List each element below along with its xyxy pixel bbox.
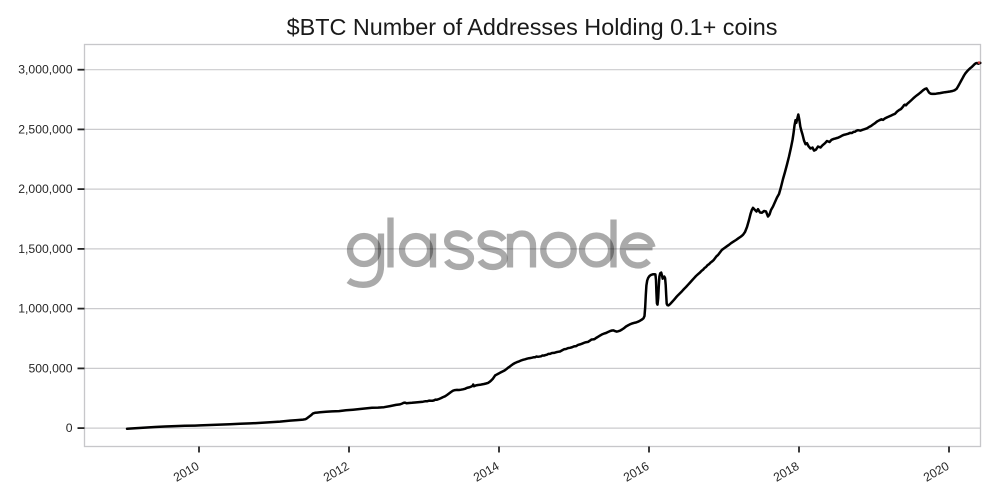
svg-text:1,500,000: 1,500,000 xyxy=(18,242,72,256)
svg-text:3,000,000: 3,000,000 xyxy=(18,63,72,77)
svg-text:1,000,000: 1,000,000 xyxy=(18,302,72,316)
svg-text:0: 0 xyxy=(66,421,73,435)
svg-text:500,000: 500,000 xyxy=(28,361,72,375)
svg-text:2,000,000: 2,000,000 xyxy=(18,182,72,196)
svg-text:$BTC Number of Addresses Holdi: $BTC Number of Addresses Holding 0.1+ co… xyxy=(287,14,778,40)
svg-text:2,500,000: 2,500,000 xyxy=(18,122,72,136)
